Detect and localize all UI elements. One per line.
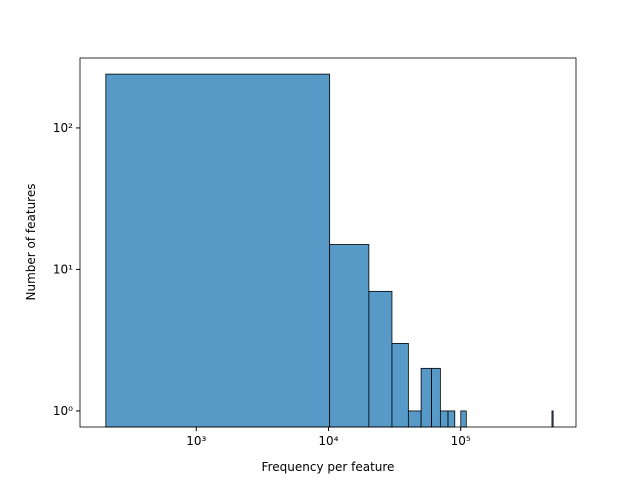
- bar: [431, 367, 441, 428]
- bar: [407, 410, 422, 428]
- y-tick-label: 10⁰: [53, 404, 73, 418]
- bar: [105, 73, 331, 428]
- bar: [391, 343, 409, 428]
- x-axis-label: Frequency per feature: [262, 460, 395, 474]
- x-tick-label: 10⁴: [318, 434, 338, 448]
- bar: [329, 244, 370, 428]
- bar: [439, 410, 449, 428]
- x-tick-label: 10³: [186, 434, 206, 448]
- y-tick-label: 10¹: [53, 262, 73, 276]
- y-axis-label: Number of features: [24, 184, 38, 301]
- plot-frame: [79, 57, 577, 428]
- bar: [551, 410, 554, 428]
- bar: [420, 367, 432, 428]
- y-tick-label: 10²: [53, 121, 73, 135]
- bar: [460, 410, 467, 428]
- bar: [447, 410, 456, 428]
- bar: [368, 290, 393, 428]
- x-tick-label: 10⁵: [451, 434, 471, 448]
